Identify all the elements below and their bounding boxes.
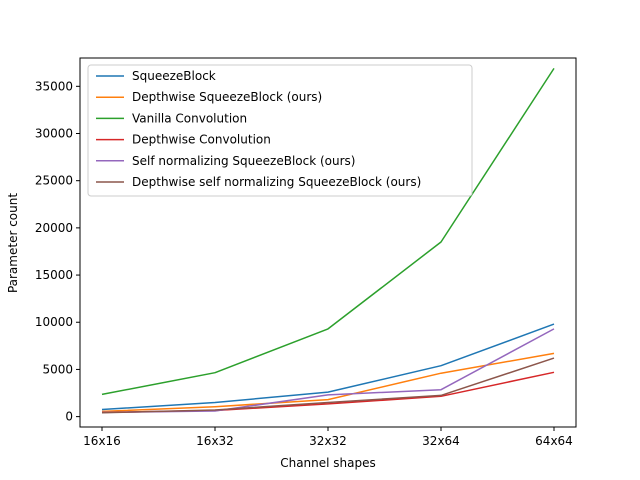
y-tick-label: 35000 — [35, 79, 73, 93]
y-tick-label: 25000 — [35, 174, 73, 188]
legend-entry: Depthwise self normalizing SqueezeBlock … — [132, 175, 421, 189]
x-tick-label: 16x32 — [196, 434, 234, 448]
x-tick-label: 16x16 — [83, 434, 121, 448]
legend-entry: Vanilla Convolution — [132, 111, 247, 125]
series-line-2 — [101, 352, 555, 413]
series-line-3 — [101, 67, 555, 396]
legend: SqueezeBlock Depthwise SqueezeBlock (ours… — [87, 64, 473, 197]
x-tick-label: 32x64 — [422, 434, 460, 448]
legend-entry: SqueezeBlock — [132, 69, 216, 83]
legend-entry: Depthwise SqueezeBlock (ours) — [132, 90, 322, 104]
x-tick-label: 64x64 — [535, 434, 573, 448]
y-tick-label: 0 — [65, 410, 73, 424]
y-axis-label: Parameter count — [6, 193, 20, 293]
legend-entry: Self normalizing SqueezeBlock (ours) — [132, 154, 355, 168]
x-axis-ticks: 16x16 16x32 32x32 32x64 64x64 — [83, 427, 573, 448]
x-tick-label: 32x32 — [309, 434, 347, 448]
series-lines — [101, 67, 555, 414]
legend-entry: Depthwise Convolution — [132, 133, 271, 147]
y-axis-ticks: 0 5000 10000 15000 20000 25000 30000 35000 — [35, 79, 80, 424]
x-axis-label: Channel shapes — [280, 456, 376, 470]
series-line-1 — [101, 323, 555, 411]
y-tick-label: 15000 — [35, 268, 73, 282]
series-line-6 — [101, 357, 555, 414]
y-tick-label: 10000 — [35, 315, 73, 329]
y-tick-label: 30000 — [35, 126, 73, 140]
y-tick-label: 20000 — [35, 221, 73, 235]
legend-box — [87, 64, 473, 197]
y-tick-label: 5000 — [42, 362, 73, 376]
